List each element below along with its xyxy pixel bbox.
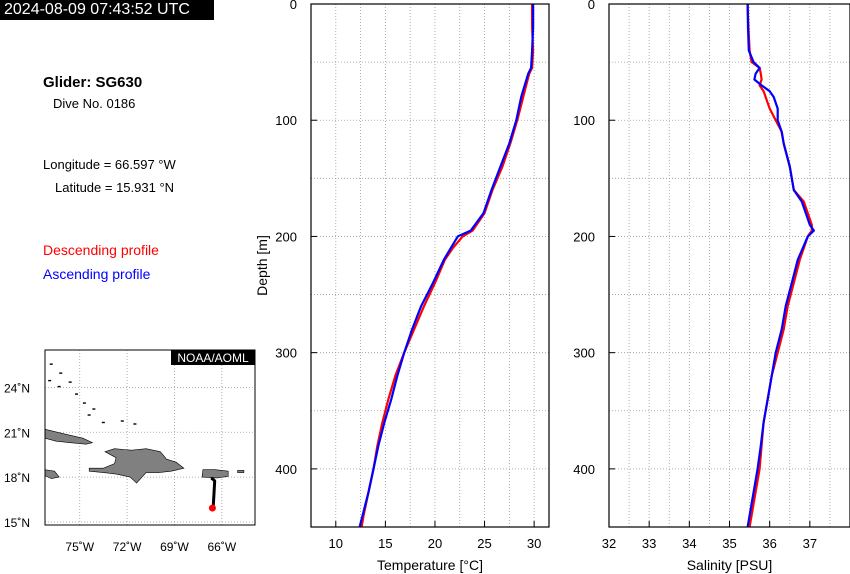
y-tick-label: 100 xyxy=(573,113,595,128)
y-axis-label: Depth [m] xyxy=(254,235,270,296)
chart-1: 32 33 34 35 36 37 0 100 200 300 400 Salinity [PSU] xyxy=(573,0,850,573)
x-tick-label: 36 xyxy=(762,536,776,551)
x-tick-label: 34 xyxy=(682,536,696,551)
ascending-profile-line xyxy=(746,3,816,528)
latitude-readout: Latitude = 15.931 °N xyxy=(55,180,175,195)
x-tick-label: 37 xyxy=(803,536,817,551)
y-tick-label: 300 xyxy=(275,346,297,361)
y-tick-label: 100 xyxy=(275,113,297,128)
y-tick-label: 200 xyxy=(275,229,297,244)
x-tick-label: 10 xyxy=(329,536,343,551)
x-tick-label: 33 xyxy=(642,536,656,551)
x-tick-label: 35 xyxy=(722,536,736,551)
glider-name: Glider: SG630 xyxy=(43,74,143,91)
y-tick-label: 300 xyxy=(573,346,595,361)
x-tick-label: 15 xyxy=(378,536,392,551)
legend-descending: Descending profile xyxy=(43,242,159,258)
dive-number: Dive No. 0186 xyxy=(53,96,136,111)
y-tick-label: 400 xyxy=(275,462,297,477)
x-tick-label: 20 xyxy=(428,536,442,551)
y-tick-label: 0 xyxy=(588,0,595,12)
x-tick-label: 30 xyxy=(527,536,541,551)
plot-frame xyxy=(310,3,550,528)
x-tick-label: 32 xyxy=(602,536,616,551)
timestamp-banner: 2024-08-09 07:43:52 UTC xyxy=(0,0,214,20)
x-tick-label: 25 xyxy=(477,536,491,551)
x-axis-label: Salinity [PSU] xyxy=(687,557,773,573)
longitude-readout: Longitude = 66.597 °W xyxy=(43,157,176,172)
y-tick-label: 200 xyxy=(573,229,595,244)
y-tick-label: 0 xyxy=(290,0,297,12)
descending-profile-line xyxy=(360,4,535,528)
legend-ascending: Ascending profile xyxy=(43,266,151,282)
x-axis-label: Temperature [°C] xyxy=(377,557,483,573)
y-tick-label: 400 xyxy=(573,462,595,477)
ascending-profile-line xyxy=(358,4,535,528)
